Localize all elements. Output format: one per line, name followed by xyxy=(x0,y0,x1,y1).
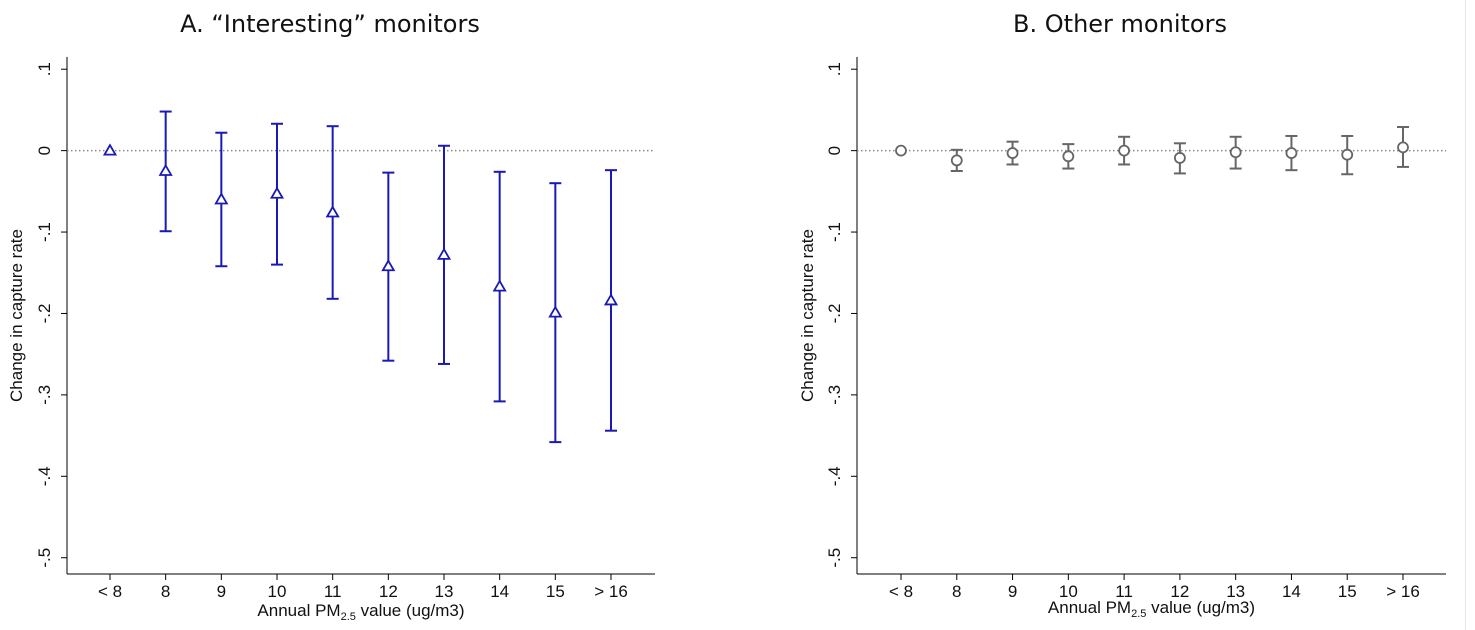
panel-b-data-point xyxy=(1062,150,1075,163)
panel-a-x-tick-label: 11 xyxy=(324,582,342,601)
panel-b-x-tick-label: 13 xyxy=(1226,582,1245,601)
panel-a-x-axis-label: Annual PM2.5 value (ug/m3) xyxy=(257,601,464,623)
panel-b-title: B. Other monitors xyxy=(1013,10,1227,38)
panel-b-x-tick-label: > 16 xyxy=(1386,582,1420,601)
panel-b-data-point xyxy=(1229,146,1242,159)
panel-b-x-tick-label: 10 xyxy=(1059,582,1078,601)
panel-b-data-point xyxy=(1118,144,1131,157)
panel-b-data-point xyxy=(1397,141,1409,154)
panel-a-data-point xyxy=(214,192,229,205)
panel-a-y-tick-label: .1 xyxy=(35,62,54,76)
panel-a-data-point xyxy=(102,143,118,156)
panel-a-title: A. “Interesting” monitors xyxy=(180,10,480,38)
panel-b-y-axis-label: Change in capture rate xyxy=(798,229,817,402)
panel-b-y-tick-label: -.3 xyxy=(825,385,844,405)
panel-b-data-point xyxy=(1341,148,1354,161)
panel-b-y-tick-label: -.1 xyxy=(825,222,844,242)
panel-a-y-tick-label: -.2 xyxy=(35,304,54,324)
panel-a-data-point xyxy=(548,305,563,318)
panel-b-y-tick-label: -.2 xyxy=(825,304,844,324)
panel-a-y-tick-label: -.5 xyxy=(35,548,54,568)
panel-b-y-tick-label: -.4 xyxy=(825,466,844,486)
panel-b-x-tick-label: 8 xyxy=(952,582,961,601)
panel-b-y-tick-label: -.5 xyxy=(825,548,844,568)
panel-a-y-tick-label: -.3 xyxy=(35,385,54,405)
panel-a-y-tick-label: -.1 xyxy=(35,222,54,242)
panel-b-x-tick-label: 11 xyxy=(1115,582,1133,601)
panel-a-data-point xyxy=(436,247,452,260)
panel-b-x-tick-label: < 8 xyxy=(889,582,913,601)
panel-b-data-point xyxy=(950,154,963,167)
panel-a-data-point xyxy=(158,163,173,176)
panel-a-x-tick-label: 8 xyxy=(161,582,170,601)
panel-b-x-tick-label: 15 xyxy=(1338,582,1357,601)
panel-a-data-point xyxy=(269,186,285,199)
panel-a-x-tick-label: < 8 xyxy=(98,582,122,601)
panel-b-x-tick-label: 12 xyxy=(1170,582,1189,601)
panel-a-data-point xyxy=(492,279,507,292)
panel-b-data-point xyxy=(895,144,907,157)
panel-b-data-point xyxy=(1173,152,1186,164)
panel-b-x-axis-label: Annual PM2.5 value (ug/m3) xyxy=(1048,598,1255,620)
panel-a-y-tick-label: -.4 xyxy=(35,466,54,486)
panel-a-x-tick-label: > 16 xyxy=(594,582,628,601)
panel-a-y-tick-label: 0 xyxy=(35,146,54,155)
panel-a-data-point xyxy=(381,258,396,272)
panel-a-x-tick-label: 10 xyxy=(268,582,287,601)
panel-a-data-point xyxy=(603,293,619,306)
panel-b-x-tick-label: 9 xyxy=(1008,582,1017,601)
page-edge-divider xyxy=(1465,0,1466,630)
panel-a-data-point xyxy=(325,205,340,218)
panel-b-x-tick-label: 14 xyxy=(1282,582,1301,601)
panel-a-y-axis-label: Change in capture rate xyxy=(7,229,26,402)
panel-a-x-tick-label: 15 xyxy=(546,582,565,601)
panel-b-data-point xyxy=(1006,147,1019,159)
panel-a-x-tick-label: 12 xyxy=(379,582,398,601)
panel-b-y-tick-label: 0 xyxy=(825,146,844,155)
panel-b-data-point xyxy=(1285,147,1298,159)
panel-a-x-tick-label: 13 xyxy=(435,582,454,601)
panel-b-y-tick-label: .1 xyxy=(825,62,844,76)
panel-a-x-tick-label: 14 xyxy=(490,582,509,601)
panel-a-x-tick-label: 9 xyxy=(217,582,226,601)
